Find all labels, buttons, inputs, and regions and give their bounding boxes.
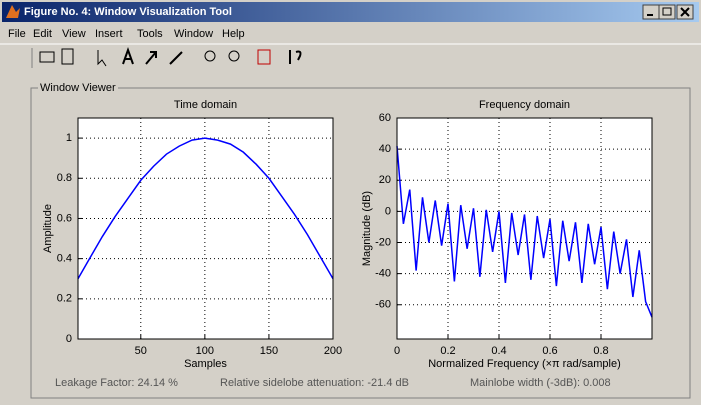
x-tick-label: 0.6: [542, 345, 557, 357]
y-tick-label: -20: [375, 236, 391, 248]
close-glyph: [680, 7, 690, 17]
x-tick-label: 150: [260, 345, 278, 357]
chart-title: Frequency domain: [479, 99, 570, 111]
app-icon: [6, 5, 20, 18]
menu-item[interactable]: Help: [222, 28, 245, 40]
text-icon[interactable]: [122, 47, 134, 65]
y-tick-label: -40: [375, 268, 391, 280]
plot-area: [397, 118, 652, 339]
plot-frame: [396, 117, 653, 340]
x-tick-label: 0: [394, 345, 400, 357]
y-tick-label: 60: [379, 112, 391, 124]
x-tick-label: 0.8: [593, 345, 608, 357]
y-tick-label: 0: [385, 205, 391, 217]
help-icon[interactable]: [289, 50, 302, 64]
print-icon[interactable]: [39, 51, 55, 63]
menu-item[interactable]: Tools: [137, 28, 163, 40]
x-axis-label: Samples: [184, 358, 227, 370]
y-tick-label: 0.2: [57, 293, 72, 305]
y-tick-label: 0.8: [57, 172, 72, 184]
menu-item[interactable]: View: [62, 28, 86, 40]
legend-icon[interactable]: [257, 49, 271, 65]
toolbar: [31, 47, 302, 68]
select-icon[interactable]: [97, 50, 107, 67]
status-text: Relative sidelobe attenuation: -21.4 dB: [220, 377, 409, 389]
line-series: [77, 137, 334, 280]
maximize-glyph: [662, 7, 672, 16]
status-text: Leakage Factor: 24.14 %: [55, 377, 178, 389]
x-tick-label: 200: [324, 345, 342, 357]
x-tick-label: 100: [196, 345, 214, 357]
x-tick-label: 0.2: [440, 345, 455, 357]
x-tick-label: 0.4: [491, 345, 506, 357]
line-series: [396, 145, 653, 318]
y-tick-label: 20: [379, 174, 391, 186]
menu-item[interactable]: Window: [174, 28, 213, 40]
preview-icon[interactable]: [61, 48, 74, 65]
panel-border: [30, 87, 691, 399]
y-tick-label: 0.4: [57, 253, 72, 265]
menu-bar: File Edit View Insert Tools Window Help: [8, 28, 245, 40]
x-tick-label: 50: [135, 345, 147, 357]
status-text: Mainlobe width (-3dB): 0.008: [470, 377, 611, 389]
menu-item[interactable]: Edit: [33, 28, 52, 40]
panel-title: Window Viewer: [40, 82, 116, 94]
zoom-in-icon[interactable]: [204, 50, 216, 62]
x-axis-label: Normalized Frequency (×π rad/sample): [428, 358, 621, 370]
y-tick-label: 0.6: [57, 212, 72, 224]
line-icon[interactable]: [169, 51, 183, 65]
y-tick-label: 0: [66, 333, 72, 345]
minimize-button[interactable]: [642, 4, 660, 20]
panel-title-bg: [38, 81, 118, 95]
window-buttons: [642, 4, 694, 20]
menu-item[interactable]: File: [8, 28, 26, 40]
title-bar: [2, 2, 699, 22]
arrow-icon[interactable]: [145, 51, 157, 65]
y-axis-label: Amplitude: [42, 204, 54, 253]
maximize-button[interactable]: [658, 4, 676, 20]
zoom-out-icon[interactable]: [228, 50, 240, 62]
y-tick-label: 1: [66, 132, 72, 144]
y-tick-label: -60: [375, 299, 391, 311]
plot-frame: [77, 117, 334, 340]
menu-item[interactable]: Insert: [95, 28, 123, 40]
chart-title: Time domain: [174, 99, 237, 111]
y-tick-label: 40: [379, 143, 391, 155]
plot-area: [78, 118, 333, 339]
window-title: Figure No. 4: Window Visualization Tool: [24, 6, 232, 18]
y-axis-label: Magnitude (dB): [361, 191, 373, 266]
